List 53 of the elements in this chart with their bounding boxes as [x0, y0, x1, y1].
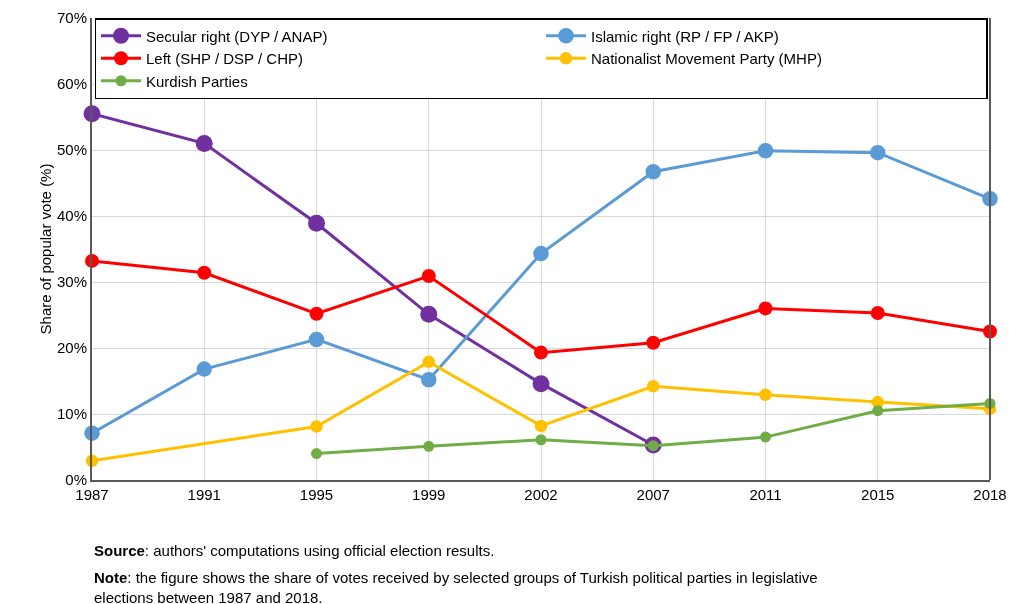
point [310, 420, 323, 433]
x-tick-label: 1999 [412, 486, 446, 503]
legend-label: Left (SHP / DSP / CHP) [146, 50, 303, 68]
point [196, 361, 212, 377]
point [311, 448, 322, 460]
point [759, 388, 772, 402]
point [872, 405, 884, 417]
point [308, 331, 325, 348]
y-tick-label: 0% [65, 471, 87, 489]
x-tick-label: 2002 [524, 486, 558, 503]
point [422, 355, 435, 369]
legend-label: Nationalist Movement Party (MHP) [591, 50, 822, 68]
x-tick-label: 1995 [299, 486, 334, 503]
point [535, 434, 547, 446]
point [533, 245, 549, 262]
point [757, 142, 774, 159]
legend-label: Islamic right (RP / FP / AKP) [591, 27, 779, 45]
x-tick-label: 1987 [75, 486, 109, 503]
point [421, 269, 436, 284]
x-tick-label: 2007 [636, 486, 670, 503]
point [645, 164, 661, 180]
point [647, 380, 660, 393]
y-tick-label: 20% [56, 339, 87, 357]
x-tick-label: 2015 [861, 486, 895, 503]
point [308, 214, 325, 232]
point [420, 305, 438, 323]
x-tick-label: 2011 [749, 486, 782, 503]
point [309, 306, 324, 321]
y-tick-label: 50% [56, 141, 87, 159]
y-tick-label: 30% [56, 273, 87, 291]
point [195, 134, 213, 152]
text: Note: the figure shows the share of votes received by selected groups of Turkish political parties in legislative elections between 1987 and 2018. [94, 569, 818, 604]
x-tick-label: 1991 [187, 486, 221, 503]
point [760, 431, 771, 443]
point [534, 345, 548, 360]
source-note: Source: authors' computations using official election results. [94, 542, 495, 559]
y-tick-label: 70% [56, 9, 87, 27]
point [197, 265, 212, 280]
point [646, 335, 661, 350]
point [758, 301, 773, 316]
point [532, 375, 550, 393]
point [870, 306, 885, 321]
point [423, 440, 435, 452]
y-tick-label: 10% [56, 405, 87, 423]
legend-label: Secular right (DYP / ANAP) [146, 27, 328, 45]
legend-label: Kurdish Parties [146, 72, 248, 90]
y-tick-label: 60% [56, 75, 87, 93]
y-axis-title: Share of popular vote (%) [37, 163, 54, 335]
point [870, 144, 886, 161]
point [421, 371, 437, 388]
y-tick-label: 40% [56, 207, 87, 225]
point [534, 419, 548, 433]
x-tick-label: 2018 [973, 486, 1007, 503]
